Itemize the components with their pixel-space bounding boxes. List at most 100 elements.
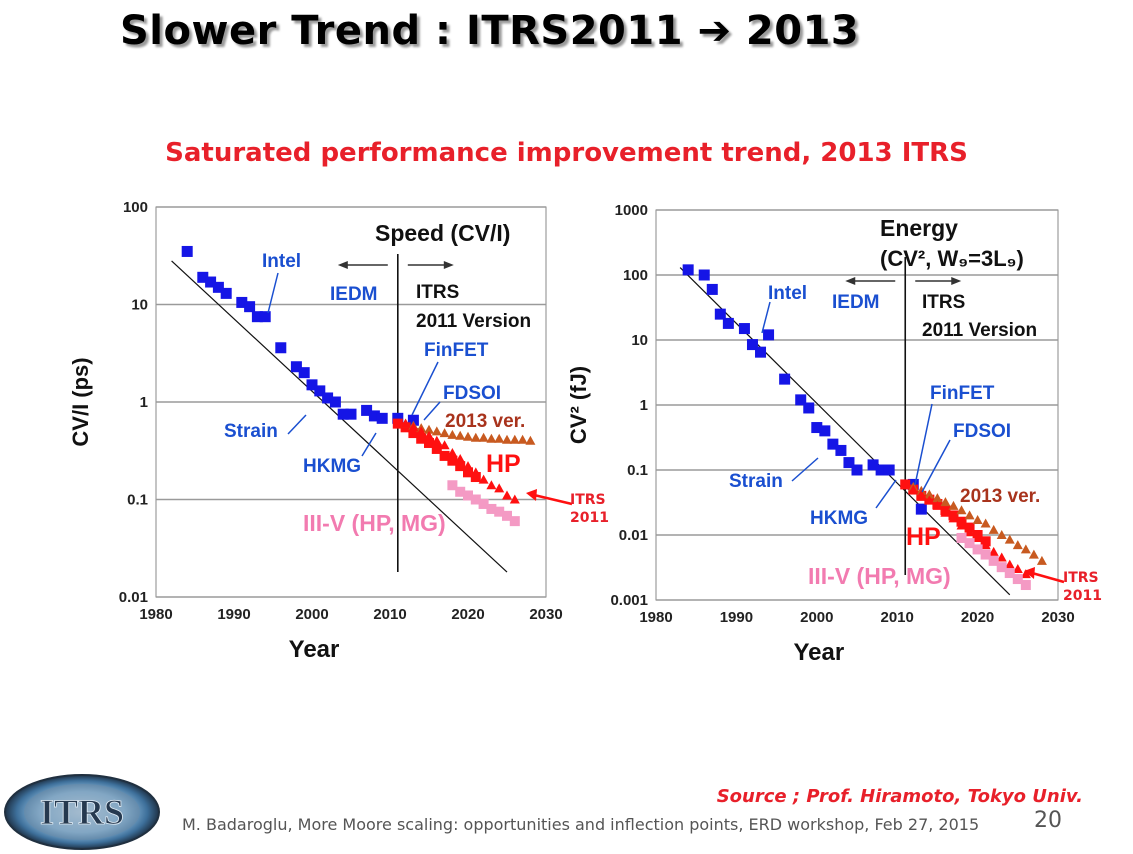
data-point <box>867 459 879 471</box>
annotation-iedm: IEDM <box>832 292 880 313</box>
x-tick-label: 2010 <box>881 609 914 626</box>
annotation-leader-line <box>791 457 819 482</box>
annotation-fdsoi: FDSOI <box>443 383 501 404</box>
data-point <box>843 457 855 469</box>
slide-title: Slower Trend : ITRS2011 ➔ 2013 <box>120 8 860 54</box>
data-point <box>1028 549 1039 559</box>
data-point <box>486 503 497 514</box>
data-point <box>722 317 734 329</box>
page-number: 20 <box>1034 808 1062 833</box>
series-2013-hp <box>400 418 520 504</box>
data-point <box>916 489 927 499</box>
data-point <box>1004 534 1015 544</box>
data-point <box>924 489 935 499</box>
data-point <box>408 422 419 432</box>
data-point <box>509 434 520 444</box>
data-point <box>424 424 434 434</box>
annotation-hkmg: HKMG <box>810 508 868 529</box>
data-point <box>908 484 919 494</box>
left-arrow-icon <box>337 261 348 269</box>
data-point <box>408 428 419 439</box>
data-point <box>431 435 442 445</box>
data-point <box>900 479 911 490</box>
data-point <box>755 346 767 358</box>
data-point <box>439 440 450 450</box>
data-point <box>407 414 419 426</box>
data-point <box>455 454 466 464</box>
data-point <box>181 245 193 257</box>
data-point <box>486 433 497 443</box>
data-point <box>956 532 967 543</box>
x-tick-label: 2020 <box>961 609 994 626</box>
data-point <box>478 498 489 509</box>
data-point <box>329 396 341 408</box>
data-point <box>940 497 951 507</box>
data-point <box>424 437 434 448</box>
data-point <box>322 392 334 404</box>
data-point <box>1004 559 1015 569</box>
data-point <box>251 311 263 323</box>
data-point <box>220 287 232 299</box>
data-point <box>682 264 694 276</box>
itrs2011-note-line2: 2011 <box>1063 588 1102 604</box>
data-point <box>964 510 975 520</box>
data-point <box>368 410 380 422</box>
y-tick-label: 1 <box>640 397 648 414</box>
data-point <box>948 513 959 523</box>
speed-chart: 100 10 1 0.1 0.01 1980 1990 2000 2010 2020 2030 Yea… <box>60 190 609 680</box>
x-tick-label: 2000 <box>295 606 328 623</box>
data-point <box>455 461 466 472</box>
annotation-leader-line <box>411 361 439 416</box>
data-point <box>361 404 373 416</box>
data-point <box>463 467 473 478</box>
data-point <box>431 426 442 436</box>
data-point <box>980 549 991 560</box>
data-point <box>463 431 473 441</box>
data-point <box>400 418 411 428</box>
annotation-2013-ver-: 2013 ver. <box>445 411 525 432</box>
data-point <box>478 474 489 484</box>
data-point <box>509 516 520 527</box>
data-point <box>470 432 481 442</box>
y-axis-label: CV/I (ps) <box>68 357 93 446</box>
data-point <box>431 443 442 454</box>
data-point <box>698 269 710 281</box>
y-axis-label: CV² (fJ) <box>566 366 591 444</box>
data-point <box>517 434 528 444</box>
annotation-hp: HP <box>906 523 941 551</box>
annotation-2011-version: 2011 Version <box>416 311 531 332</box>
y-tick-label: 0.001 <box>610 592 648 609</box>
data-point <box>502 490 512 500</box>
data-point <box>244 301 256 313</box>
itrs2011-arrow-icon <box>526 489 537 501</box>
data-point <box>1020 569 1031 579</box>
data-point <box>447 455 458 466</box>
annotation-leader-line <box>267 272 279 314</box>
data-point <box>948 500 959 510</box>
annotation-strain: Strain <box>224 421 278 442</box>
annotation-itrs: ITRS <box>922 292 965 313</box>
chart-title: Energy <box>880 215 958 241</box>
itrs2011-arrow-line <box>533 493 573 506</box>
data-point <box>502 510 512 521</box>
x-tick-label: 1980 <box>639 609 672 626</box>
y-tick-label: 0.01 <box>119 589 148 606</box>
annotation-2011-version: 2011 Version <box>922 320 1037 341</box>
annotation-leader-line <box>761 301 771 334</box>
y-tick-label: 1000 <box>615 202 648 219</box>
data-point <box>706 283 718 295</box>
series-2013-hp <box>908 484 1031 579</box>
annotation-fdsoi: FDSOI <box>953 421 1011 442</box>
data-point <box>494 433 505 443</box>
data-point <box>212 281 224 293</box>
data-point <box>827 438 839 450</box>
data-point <box>996 530 1007 539</box>
data-point <box>205 276 217 288</box>
data-point <box>875 464 887 476</box>
annotation-strain: Strain <box>729 471 783 492</box>
x-tick-label: 1990 <box>720 609 753 626</box>
data-point <box>470 494 481 505</box>
data-point <box>306 379 318 391</box>
